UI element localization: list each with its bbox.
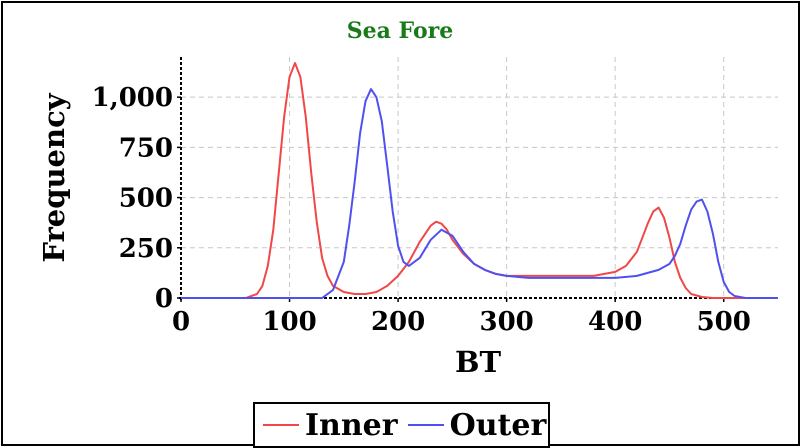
legend-swatch-outer <box>407 424 444 426</box>
legend: Inner Outer <box>253 402 550 448</box>
x-tick-label: 300 <box>479 307 533 337</box>
x-tick-label: 200 <box>371 307 425 337</box>
y-tick-label: 1,000 <box>92 83 173 113</box>
series-line-inner <box>181 62 778 299</box>
legend-item-outer: Outer <box>407 407 547 443</box>
axis-layer: 0 100 200 300 400 500 0 250 500 750 1,000 <box>92 57 778 337</box>
y-tick-label: 250 <box>119 234 173 264</box>
series-layer <box>181 62 778 299</box>
y-tick-label: 750 <box>119 133 173 163</box>
y-tick-label: 500 <box>119 184 173 214</box>
grid-layer <box>181 57 778 298</box>
series-line-outer <box>181 88 778 299</box>
chart-title: Sea Fore <box>347 18 453 44</box>
legend-label-outer: Outer <box>449 407 547 443</box>
x-tick-label: 500 <box>697 307 751 337</box>
y-tick-label: 0 <box>155 284 173 314</box>
legend-label-inner: Inner <box>305 407 398 443</box>
x-tick-label: 0 <box>172 307 190 337</box>
x-axis-label: BT <box>455 345 502 379</box>
legend-swatch-inner <box>263 424 299 426</box>
y-axis-label: Frequency <box>37 92 71 262</box>
x-tick-label: 100 <box>262 307 316 337</box>
x-tick-label: 400 <box>588 307 642 337</box>
legend-item-inner: Inner <box>263 408 398 443</box>
